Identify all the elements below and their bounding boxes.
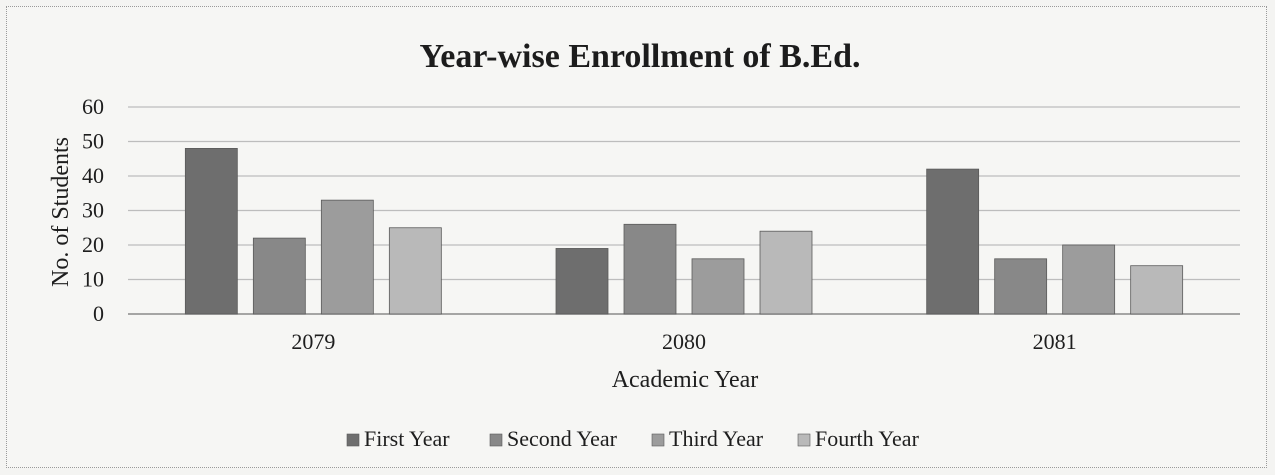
- legend: First Year Second Year Third Year Fourth Ye…: [346, 426, 920, 451]
- chart-title: Year-wise Enrollment of B.Ed.: [419, 38, 860, 75]
- legend-swatch: [489, 433, 503, 447]
- legend-swatch: [651, 433, 665, 447]
- legend-label: First Year: [364, 426, 450, 451]
- x-tick-label: 2080: [662, 329, 706, 354]
- legend-label: Fourth Year: [815, 426, 920, 451]
- bar: [926, 168, 980, 315]
- y-tick-label: 0: [93, 301, 104, 326]
- bar: [623, 223, 677, 315]
- legend-swatch: [797, 433, 811, 447]
- legend-label: Second Year: [507, 426, 618, 451]
- bar: [252, 237, 306, 315]
- bar: [759, 230, 813, 315]
- bar: [994, 258, 1048, 315]
- y-tick-label: 50: [82, 129, 104, 154]
- y-tick-label: 60: [82, 94, 104, 119]
- legend-swatch: [346, 433, 360, 447]
- x-tick-label: 2081: [1033, 329, 1077, 354]
- bar: [320, 199, 374, 315]
- bar: [555, 248, 609, 315]
- y-tick-label: 30: [82, 198, 104, 223]
- bar: [1062, 244, 1116, 315]
- legend-label: Third Year: [669, 426, 764, 451]
- y-tick-label: 10: [82, 267, 104, 292]
- x-tick-label: 2079: [291, 329, 335, 354]
- bar: [388, 227, 442, 315]
- y-tick-label: 40: [82, 163, 104, 188]
- y-tick-labels: 0 10 20 30 40 50 60: [82, 94, 104, 326]
- bar: [691, 258, 745, 315]
- y-axis-label: No. of Students: [48, 137, 74, 287]
- bars: [184, 147, 1184, 315]
- gridlines: [128, 106, 1240, 315]
- y-tick-label: 20: [82, 232, 104, 257]
- bar: [184, 147, 238, 315]
- bar: [1130, 265, 1184, 315]
- x-tick-labels: 2079 2080 2081: [291, 329, 1076, 354]
- x-axis-label: Academic Year: [612, 367, 759, 393]
